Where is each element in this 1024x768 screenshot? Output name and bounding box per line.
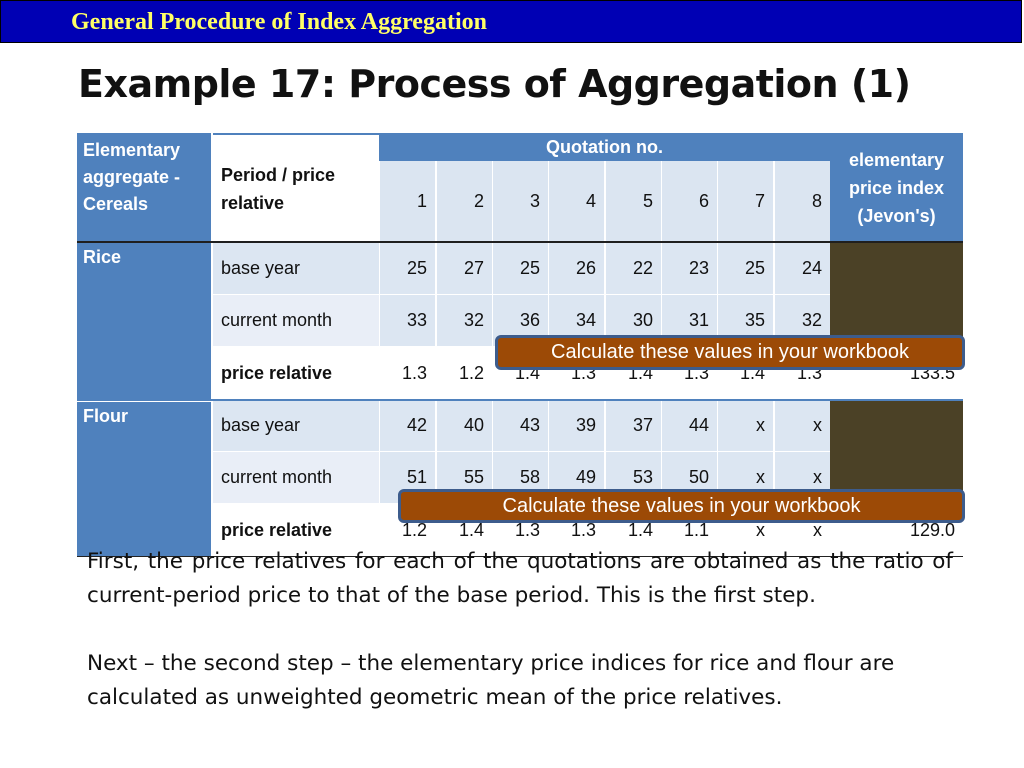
quotation-number: 4	[548, 161, 604, 242]
value-cell: 25	[492, 243, 548, 295]
value-cell: 37	[605, 400, 661, 452]
value-cell: 22	[605, 243, 661, 295]
value-cell: 32	[436, 295, 492, 347]
value-cell: 44	[661, 400, 717, 452]
group-label-rice: Rice	[77, 243, 213, 399]
row-label: base year	[213, 400, 379, 452]
value-cell: 24	[774, 243, 830, 295]
group-label-flour: Flour	[77, 400, 213, 556]
slide-title: Example 17: Process of Aggregation (1)	[78, 62, 911, 106]
value-cell: 43	[492, 400, 548, 452]
value-cell: 1.3	[379, 347, 435, 399]
value-cell: 25	[379, 243, 435, 295]
value-cell: 26	[548, 243, 604, 295]
row-label: price relative	[213, 347, 379, 399]
row-label: price relative	[213, 504, 379, 556]
header-rule	[77, 241, 963, 243]
callout-flour: Calculate these values in your workbook	[398, 489, 965, 523]
quotation-number: 3	[492, 161, 548, 242]
paragraph-first-step: First, the price relatives for each of t…	[87, 549, 953, 608]
row-label: base year	[213, 243, 379, 295]
table-bottom-rule	[77, 556, 963, 557]
period-header: Period / price relative	[213, 133, 379, 242]
value-cell: 27	[436, 243, 492, 295]
corner-header: Elementary aggregate - Cereals	[77, 133, 213, 242]
row-label: current month	[213, 452, 379, 504]
section-banner: General Procedure of Index Aggregation	[0, 0, 1022, 43]
value-cell: x	[717, 400, 773, 452]
value-cell: x	[774, 400, 830, 452]
value-cell: 33	[379, 295, 435, 347]
value-cell: 25	[717, 243, 773, 295]
quotation-number: 5	[605, 161, 661, 242]
index-hidden-block	[830, 400, 963, 504]
quotation-number: 1	[379, 161, 435, 242]
group-separator	[77, 399, 963, 401]
value-cell: 1.2	[436, 347, 492, 399]
quotation-number: 7	[717, 161, 773, 242]
index-hidden-block	[830, 243, 963, 347]
quotation-number: 6	[661, 161, 717, 242]
quotation-header: Quotation no.	[379, 133, 830, 161]
value-cell: 39	[548, 400, 604, 452]
value-cell: 40	[436, 400, 492, 452]
quotation-number: 8	[774, 161, 830, 242]
value-cell: 42	[379, 400, 435, 452]
row-label: current month	[213, 295, 379, 347]
callout-rice: Calculate these values in your workbook	[495, 335, 965, 370]
index-header: elementary price index (Jevon's)	[830, 133, 963, 242]
value-cell: 23	[661, 243, 717, 295]
quotation-number: 2	[436, 161, 492, 242]
section-title: General Procedure of Index Aggregation	[71, 9, 487, 35]
paragraph-second-step: Next – the second step – the elementary …	[87, 651, 895, 710]
